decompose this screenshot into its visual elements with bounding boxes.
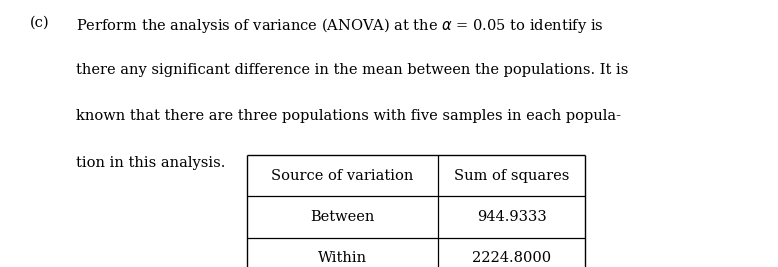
Text: 2224.8000: 2224.8000 [472, 251, 551, 265]
Text: (c): (c) [30, 16, 49, 30]
Text: Between: Between [310, 210, 374, 224]
Text: 944.9333: 944.9333 [477, 210, 546, 224]
Text: Source of variation: Source of variation [271, 168, 414, 183]
Text: there any significant difference in the mean between the populations. It is: there any significant difference in the … [76, 63, 629, 77]
Text: tion in this analysis.: tion in this analysis. [76, 156, 226, 170]
Text: Sum of squares: Sum of squares [454, 168, 569, 183]
Text: Within: Within [317, 251, 367, 265]
Text: Perform the analysis of variance (ANOVA) at the $\alpha$ = 0.05 to identify is: Perform the analysis of variance (ANOVA)… [76, 16, 604, 35]
Text: known that there are three populations with five samples in each popula-: known that there are three populations w… [76, 109, 622, 123]
